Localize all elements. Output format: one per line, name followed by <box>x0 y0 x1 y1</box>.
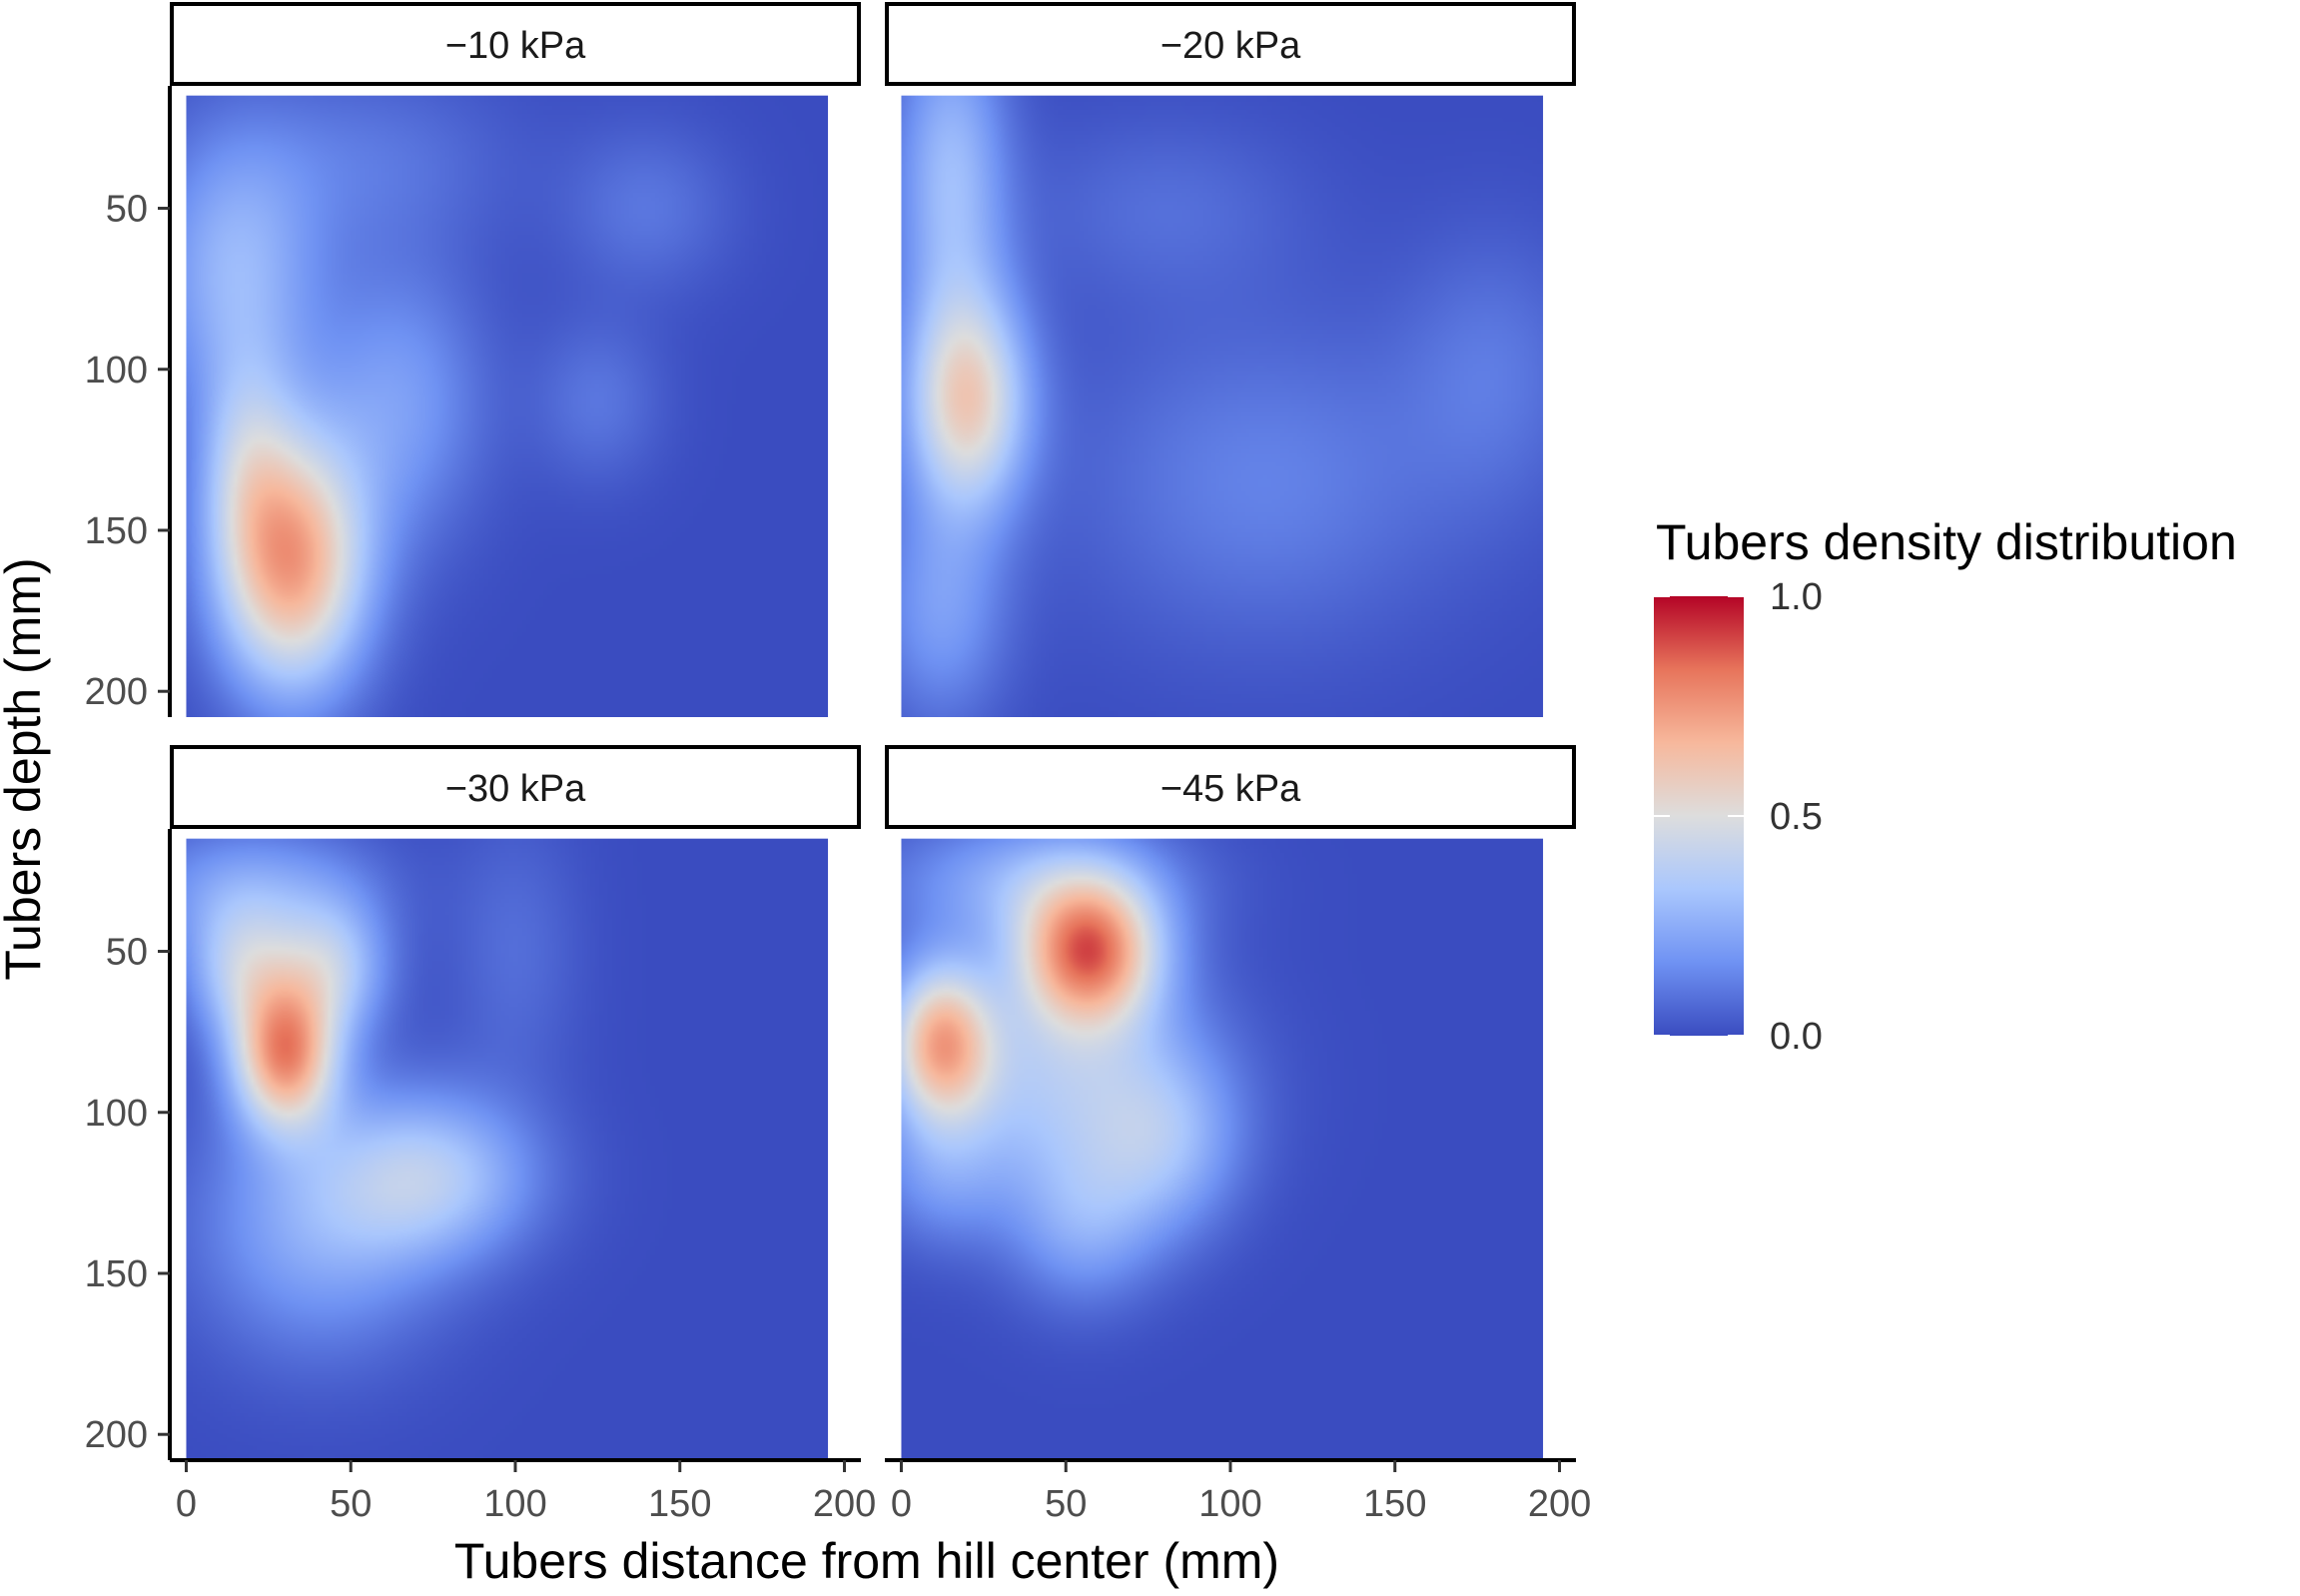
legend-title: Tubers density distribution <box>1656 514 2237 570</box>
facet-strip-label: −45 kPa <box>1160 768 1301 810</box>
heatmap-raster <box>186 838 829 1460</box>
x-tick-label: 150 <box>1363 1483 1426 1525</box>
legend-ticks: 0.0 0.5 1.0 <box>1654 576 1823 1058</box>
x-tick-label: 150 <box>648 1483 711 1525</box>
facet-panel: −10 kPa <box>170 2 861 718</box>
x-tick-label: 0 <box>176 1483 197 1525</box>
facet-panel: −45 kPa <box>885 745 1576 1460</box>
y-tick-label: 150 <box>85 1253 148 1295</box>
axes: 50 100 150 200 50 100 150 200 0 50 100 150 200 0 50 100… <box>85 86 1591 1525</box>
legend-tick-label: 0.0 <box>1770 1016 1823 1058</box>
x-tick-label: 100 <box>1198 1483 1261 1525</box>
legend-tick-label: 0.5 <box>1770 796 1823 838</box>
y-tick-label: 100 <box>85 1093 148 1135</box>
heatmap-raster <box>901 95 1544 718</box>
x-tick-label: 50 <box>1045 1483 1087 1525</box>
y-tick-label: 100 <box>85 350 148 392</box>
x-tick-label: 0 <box>891 1483 912 1525</box>
color-legend: Tubers density distribution 0.0 0.5 1.0 <box>1654 514 2237 1058</box>
x-tick-label: 200 <box>813 1483 876 1525</box>
y-tick-label: 50 <box>106 932 148 974</box>
legend-tick-label: 1.0 <box>1770 576 1823 618</box>
x-axis-title: Tubers distance from hill center (mm) <box>454 1533 1279 1589</box>
y-tick-label: 200 <box>85 1414 148 1456</box>
y-tick-label: 200 <box>85 671 148 713</box>
facet-panels: −10 kPa −20 kPa −30 kPa −45 kPa <box>170 2 1576 1460</box>
facet-strip <box>170 745 861 829</box>
facet-strip-label: −30 kPa <box>445 768 586 810</box>
facet-strip <box>170 2 861 86</box>
x-tick-label: 50 <box>330 1483 372 1525</box>
x-tick-label: 100 <box>483 1483 546 1525</box>
x-tick-label: 200 <box>1528 1483 1591 1525</box>
facet-panel: −20 kPa <box>885 2 1576 718</box>
facet-strip-label: −20 kPa <box>1160 25 1301 67</box>
heatmap-raster <box>901 838 1544 1460</box>
heatmap-raster <box>186 95 829 718</box>
y-axis-title: Tubers depth (mm) <box>0 557 51 980</box>
facet-strip <box>885 745 1576 829</box>
facet-panel: −30 kPa <box>170 745 861 1460</box>
facet-strip <box>885 2 1576 86</box>
y-tick-label: 50 <box>106 189 148 231</box>
facet-strip-label: −10 kPa <box>445 25 586 67</box>
y-tick-label: 150 <box>85 510 148 552</box>
